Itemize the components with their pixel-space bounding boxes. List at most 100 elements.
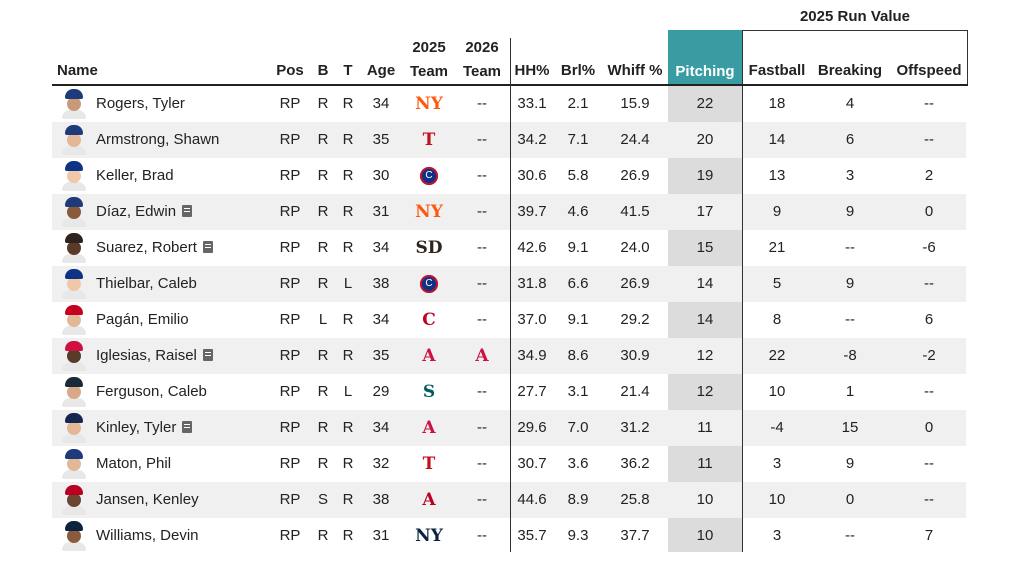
team2025-cell[interactable]: A — [405, 482, 453, 518]
player-avatar[interactable] — [62, 521, 86, 551]
pitching-header[interactable]: Pitching — [675, 63, 735, 80]
player-avatar[interactable] — [62, 413, 86, 443]
team2025-cell[interactable]: NY — [405, 518, 453, 554]
pos-header[interactable]: Pos — [276, 62, 304, 79]
player-name[interactable]: Jansen, Kenley — [96, 482, 199, 518]
team-2025-header[interactable]: 2025 Team — [405, 36, 453, 84]
team2026-cell[interactable]: -- — [477, 383, 487, 400]
player-avatar[interactable] — [62, 377, 86, 407]
team2026-cell[interactable]: A — [458, 338, 506, 374]
team2025-cell[interactable]: NY — [405, 86, 453, 122]
player-name[interactable]: Suarez, Robert — [96, 230, 213, 266]
team-logo-icon[interactable]: T — [422, 130, 436, 150]
table-row[interactable]: Rogers, Tyler RP R R 34 NY -- 33.1 2.1 15.9 22 18 4 -… — [52, 86, 966, 122]
table-row[interactable]: Iglesias, Raisel RP R R 35 A A 34.9 8.6 30.9 12 22 -… — [52, 338, 966, 374]
table-row[interactable]: Armstrong, Shawn RP R R 35 T -- 34.2 7.1 24.4 20 14… — [52, 122, 966, 158]
player-avatar[interactable] — [62, 485, 86, 515]
player-name[interactable]: Ferguson, Caleb — [96, 374, 207, 410]
team2025-cell[interactable]: C — [405, 266, 453, 302]
player-name[interactable]: Armstrong, Shawn — [96, 122, 219, 158]
team-logo-icon[interactable]: A — [422, 490, 436, 510]
team2025-cell[interactable]: C — [405, 302, 453, 338]
team2026-cell[interactable]: -- — [477, 527, 487, 544]
team2025-cell[interactable]: T — [405, 122, 453, 158]
table-row[interactable]: Maton, Phil RP R R 32 T -- 30.7 3.6 36.2 11 3 9 -- — [52, 446, 966, 482]
player-name[interactable]: Kinley, Tyler — [96, 410, 193, 446]
team2025-cell[interactable]: NY — [405, 194, 453, 230]
player-name-text[interactable]: Rogers, Tyler — [96, 95, 185, 112]
player-avatar[interactable] — [62, 197, 86, 227]
team2026-cell[interactable]: -- — [477, 239, 487, 256]
team2025-cell[interactable]: A — [405, 338, 453, 374]
name-header[interactable]: Name — [57, 62, 98, 79]
player-avatar[interactable] — [62, 233, 86, 263]
hh-header[interactable]: HH% — [514, 62, 550, 79]
team2026-cell[interactable]: -- — [477, 311, 487, 328]
table-row[interactable]: Thielbar, Caleb RP R L 38 C -- 31.8 6.6 26.9 14 5 9 -… — [52, 266, 966, 302]
team-logo-icon[interactable]: C — [422, 310, 436, 330]
throws-header[interactable]: T — [343, 62, 353, 79]
player-name-text[interactable]: Ferguson, Caleb — [96, 383, 207, 400]
team-2026-header[interactable]: 2026 Team — [458, 36, 506, 84]
player-name[interactable]: Maton, Phil — [96, 446, 171, 482]
player-name[interactable]: Pagán, Emilio — [96, 302, 189, 338]
team2025-cell[interactable]: T — [405, 446, 453, 482]
team2025-cell[interactable]: C — [405, 158, 453, 194]
age-header[interactable]: Age — [366, 62, 396, 79]
breaking-header[interactable]: Breaking — [817, 62, 883, 79]
player-name-text[interactable]: Díaz, Edwin — [96, 203, 177, 220]
player-avatar[interactable] — [62, 161, 86, 191]
player-name[interactable]: Keller, Brad — [96, 158, 174, 194]
team-logo-icon[interactable]: C — [420, 275, 438, 294]
team-logo-icon[interactable]: A — [475, 346, 489, 366]
team2026-cell[interactable]: -- — [477, 275, 487, 292]
player-name-text[interactable]: Maton, Phil — [96, 455, 172, 472]
player-name-text[interactable]: Jansen, Kenley — [96, 491, 199, 508]
player-avatar[interactable] — [62, 125, 86, 155]
team2025-cell[interactable]: A — [405, 410, 453, 446]
team2026-cell[interactable]: -- — [477, 131, 487, 148]
player-name-text[interactable]: Armstrong, Shawn — [96, 131, 220, 148]
team2026-cell[interactable]: -- — [477, 419, 487, 436]
player-avatar[interactable] — [62, 269, 86, 299]
player-avatar[interactable] — [62, 305, 86, 335]
player-name[interactable]: Thielbar, Caleb — [96, 266, 197, 302]
player-name[interactable]: Williams, Devin — [96, 518, 199, 554]
player-name-text[interactable]: Iglesias, Raisel — [96, 347, 197, 364]
table-row[interactable]: Suarez, Robert RP R R 34 SD -- 42.6 9.1 24.0 15 21 -… — [52, 230, 966, 266]
fastball-header[interactable]: Fastball — [748, 62, 806, 79]
team-logo-icon[interactable]: NY — [415, 202, 443, 222]
bats-header[interactable]: B — [317, 62, 329, 79]
player-avatar[interactable] — [62, 89, 86, 119]
whiff-header[interactable]: Whiff % — [607, 62, 663, 79]
team-logo-icon[interactable]: C — [420, 167, 438, 186]
player-avatar[interactable] — [62, 341, 86, 371]
note-icon[interactable] — [182, 421, 193, 433]
pitching-column-header-bg[interactable]: Pitching — [668, 30, 742, 84]
offspeed-header[interactable]: Offspeed — [896, 62, 962, 79]
team-logo-icon[interactable]: S — [422, 382, 436, 402]
player-name[interactable]: Rogers, Tyler — [96, 86, 185, 122]
table-row[interactable]: Ferguson, Caleb RP R L 29 S -- 27.7 3.1 21.4 12 10 1… — [52, 374, 966, 410]
team-logo-icon[interactable]: A — [422, 418, 436, 438]
note-icon[interactable] — [202, 241, 213, 253]
player-name-text[interactable]: Pagán, Emilio — [96, 311, 189, 328]
player-name[interactable]: Iglesias, Raisel — [96, 338, 213, 374]
player-name-text[interactable]: Thielbar, Caleb — [96, 275, 197, 292]
brl-header[interactable]: Brl% — [560, 62, 596, 79]
player-name-text[interactable]: Keller, Brad — [96, 167, 174, 184]
note-icon[interactable] — [182, 205, 193, 217]
player-name[interactable]: Díaz, Edwin — [96, 194, 193, 230]
team2026-cell[interactable]: -- — [477, 95, 487, 112]
team-logo-icon[interactable]: T — [422, 454, 436, 474]
player-avatar[interactable] — [62, 449, 86, 479]
team-logo-icon[interactable]: NY — [415, 526, 443, 546]
team2026-cell[interactable]: -- — [477, 167, 487, 184]
table-row[interactable]: Keller, Brad RP R R 30 C -- 30.6 5.8 26.9 19 13 3 2 — [52, 158, 966, 194]
player-name-text[interactable]: Williams, Devin — [96, 527, 199, 544]
team-logo-icon[interactable]: NY — [415, 94, 443, 114]
table-row[interactable]: Williams, Devin RP R R 31 NY -- 35.7 9.3 37.7 10 3 -… — [52, 518, 966, 554]
table-row[interactable]: Pagán, Emilio RP L R 34 C -- 37.0 9.1 29.2 14 8 -- 6 — [52, 302, 966, 338]
team2025-cell[interactable]: S — [405, 374, 453, 410]
table-row[interactable]: Jansen, Kenley RP S R 38 A -- 44.6 8.9 25.8 10 10 0 -… — [52, 482, 966, 518]
